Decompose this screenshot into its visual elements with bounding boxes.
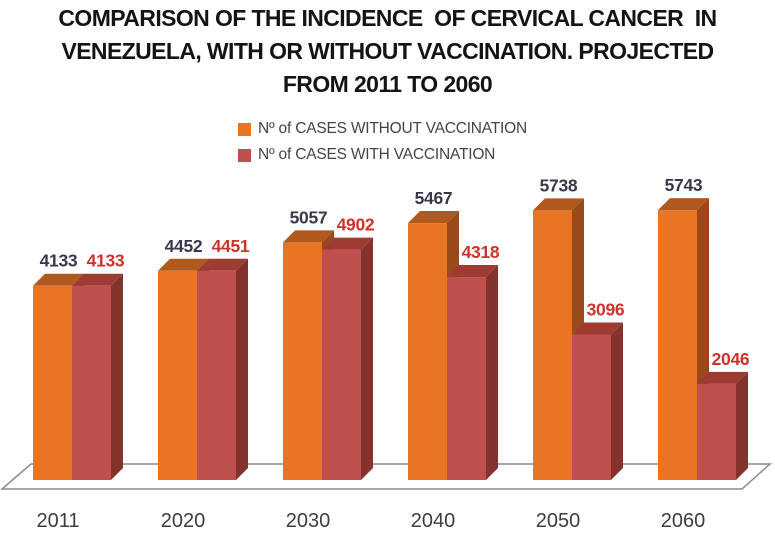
bar-without-vaccination-2060-top-face (658, 198, 709, 211)
value-label-with-vaccination-2011: 4133 (87, 251, 125, 271)
bar-with-vaccination-2040-side-face (486, 265, 498, 480)
bar-with-vaccination-2020-side-face (236, 258, 248, 480)
value-label-without-vaccination-2060: 5743 (665, 175, 703, 195)
bar-with-vaccination-2040-top-face (447, 265, 498, 278)
bar-with-vaccination-2011-top-face (72, 273, 123, 286)
legend-label: Nº of CASES WITHOUT VACCINATION (258, 120, 528, 137)
value-label-without-vaccination-2040: 5467 (415, 188, 453, 208)
bar-with-vaccination-2030-top-face (322, 237, 373, 250)
bar-with-vaccination-2060-side-face (736, 371, 748, 480)
chart-title-line-2: VENEZUELA, WITH OR WITHOUT VACCINATION. … (61, 38, 714, 64)
value-label-without-vaccination-2050: 5738 (540, 175, 578, 195)
chart-floor (0, 463, 772, 490)
bar-without-vaccination-2040-front-face (408, 223, 447, 480)
bar-with-vaccination-2050-top-face (572, 322, 623, 335)
value-label-without-vaccination-2020: 4452 (165, 236, 203, 256)
value-label-with-vaccination-2040: 4318 (462, 242, 500, 262)
bar-without-vaccination-2040-top-face (408, 211, 459, 224)
bar-with-vaccination-2011-side-face (111, 273, 123, 480)
x-axis-label-2020: 2020 (161, 510, 206, 532)
bar-with-vaccination-2030-front-face (322, 249, 361, 480)
bar-without-vaccination-2020-top-face (158, 258, 209, 271)
x-axis-label-2030: 2030 (286, 510, 331, 532)
legend-item-without-vaccination: Nº of CASES WITHOUT VACCINATION (238, 116, 527, 142)
bar-with-vaccination-2011-front-face (72, 285, 111, 480)
bar-with-vaccination-2050-front-face (572, 334, 611, 480)
legend-label: Nº of CASES WITH VACCINATION (258, 146, 496, 163)
bar-with-vaccination-2030-side-face (361, 237, 373, 480)
x-axis-label-2011: 2011 (36, 510, 79, 532)
value-label-without-vaccination-2030: 5057 (290, 207, 328, 227)
bar-without-vaccination-2060-front-face (658, 210, 697, 481)
value-label-with-vaccination-2050: 3096 (587, 299, 625, 319)
legend-item-with-vaccination: Nº of CASES WITH VACCINATION (238, 142, 527, 168)
bar-with-vaccination-2060-front-face (697, 383, 736, 480)
bar-without-vaccination-2050-front-face (533, 210, 572, 480)
x-axis-label-2050: 2050 (536, 510, 581, 532)
bar-without-vaccination-2020-front-face (158, 270, 197, 480)
x-axis-label-2040: 2040 (411, 510, 456, 532)
x-axis-label-2060: 2060 (661, 510, 706, 532)
bar-with-vaccination-2060-top-face (697, 371, 748, 384)
bar-without-vaccination-2050-top-face (533, 198, 584, 211)
chart-legend: Nº of CASES WITHOUT VACCINATION Nº of CA… (238, 116, 527, 168)
chart-title-line-1: COMPARISON OF THE INCIDENCE OF CERVICAL … (58, 5, 717, 31)
legend-swatch-orange-icon (238, 122, 251, 136)
chart-title-line-3: FROM 2011 TO 2060 (282, 71, 493, 97)
bar-with-vaccination-2020-front-face (197, 270, 236, 480)
legend-swatch-red-icon (238, 148, 251, 162)
bar-without-vaccination-2011-front-face (33, 285, 72, 480)
bar-without-vaccination-2030-front-face (283, 242, 322, 480)
value-label-without-vaccination-2011: 4133 (40, 251, 78, 271)
value-label-with-vaccination-2030: 4902 (337, 215, 375, 235)
value-label-with-vaccination-2020: 4451 (212, 236, 250, 256)
value-label-with-vaccination-2060: 2046 (712, 349, 750, 369)
bar-without-vaccination-2030-top-face (283, 230, 334, 243)
chart-title: COMPARISON OF THE INCIDENCE OF CERVICAL … (0, 2, 775, 101)
bar-with-vaccination-2020-top-face (197, 258, 248, 271)
bar-with-vaccination-2040-front-face (447, 277, 486, 480)
bar-with-vaccination-2050-side-face (611, 322, 623, 480)
bar-without-vaccination-2011-top-face (33, 273, 84, 286)
